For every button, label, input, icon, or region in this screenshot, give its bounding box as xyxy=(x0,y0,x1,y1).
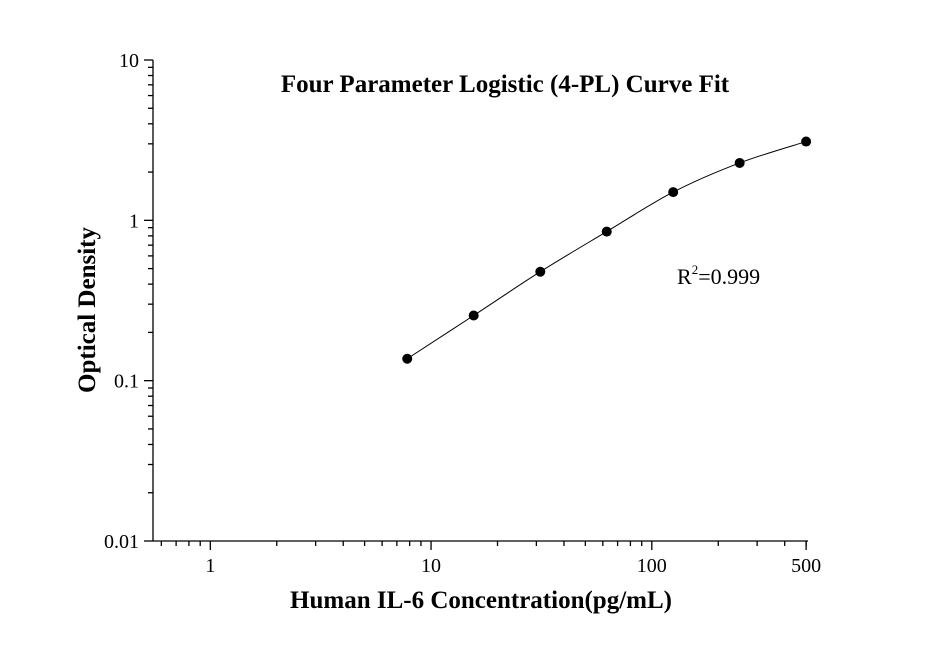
fit-curve xyxy=(406,141,807,360)
data-point xyxy=(801,136,812,147)
data-point xyxy=(402,353,413,364)
chart-title: Four Parameter Logistic (4-PL) Curve Fit xyxy=(281,71,730,98)
x-tick-label: 500 xyxy=(791,555,821,577)
x-tick-label: 1 xyxy=(205,555,215,577)
x-tick-label: 100 xyxy=(637,555,667,577)
data-point xyxy=(668,187,679,198)
x-axis-ticks: 1 10 100 500 xyxy=(160,541,821,577)
data-point xyxy=(601,226,612,237)
y-axis-ticks: 0.01 0.1 1 10 xyxy=(104,50,153,553)
r-squared-r: R xyxy=(677,264,692,289)
axes: 1 10 100 500 0.01 0.1 1 10 xyxy=(104,50,821,577)
data-points xyxy=(402,136,812,364)
data-point xyxy=(468,310,479,321)
r-squared-value: =0.999 xyxy=(698,264,760,289)
x-axis-title: Human IL-6 Concentration(pg/mL) xyxy=(290,587,672,614)
r-squared-superscript: 2 xyxy=(692,262,699,277)
y-tick-label: 0.1 xyxy=(114,371,139,393)
x-tick-label: 10 xyxy=(421,555,441,577)
data-point xyxy=(734,157,745,168)
r-squared-annotation: R2=0.999 xyxy=(677,262,760,289)
y-tick-label: 1 xyxy=(129,210,139,232)
y-axis-title: Optical Density xyxy=(74,227,101,393)
data-point xyxy=(535,266,546,277)
y-tick-label: 0.01 xyxy=(104,531,139,553)
y-tick-label: 10 xyxy=(119,50,139,72)
